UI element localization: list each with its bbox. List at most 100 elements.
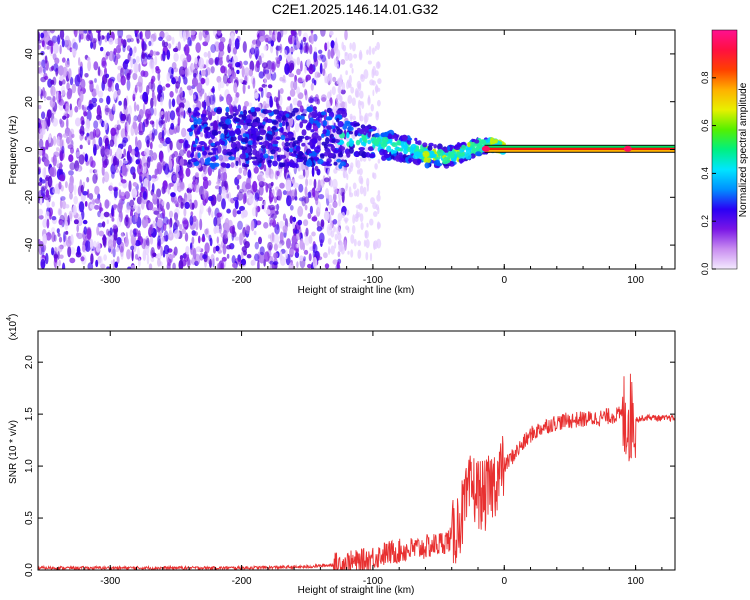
spectrogram-cell <box>330 207 335 216</box>
spectrogram-cell <box>136 205 142 214</box>
spectrogram-cell <box>200 77 205 85</box>
spectrogram-cell <box>46 218 50 229</box>
spectrogram-cell <box>344 120 351 125</box>
spectrogram-cell <box>320 111 327 116</box>
spectrogram-cell <box>229 225 235 234</box>
spectrogram-cell <box>247 102 253 107</box>
spectrogram-cell <box>165 83 171 88</box>
spectrogram-cell <box>216 193 222 202</box>
spectrogram-cell <box>367 60 372 65</box>
spectrogram-cell <box>227 115 234 119</box>
spectrogram-cell <box>57 232 61 237</box>
spectrogram-cell <box>58 100 65 111</box>
spectrogram-cell <box>323 62 327 70</box>
spectrogram-cell <box>95 241 101 253</box>
spectrogram-cell <box>216 30 222 36</box>
spectrogram-cell <box>327 168 330 178</box>
spectrogram-cell <box>308 96 314 104</box>
spectrogram-cell <box>334 233 338 241</box>
spectrogram-cell <box>58 259 61 267</box>
spectrogram-cell <box>255 60 260 69</box>
spectrogram-cell <box>244 100 249 107</box>
spectrogram-cell <box>288 141 294 148</box>
spectrogram-cell <box>276 60 281 64</box>
spectrogram-cell <box>62 104 66 110</box>
spectrogram-cell <box>332 76 337 83</box>
spectrogram-cell <box>122 60 128 70</box>
spectrogram-cell <box>373 240 376 251</box>
spectrogram-cell <box>234 199 239 210</box>
spectrogram-cell <box>38 148 43 156</box>
spectrogram-cell <box>68 131 73 143</box>
spectrogram-cell <box>178 259 184 269</box>
figure-title: C2E1.2025.146.14.01.G32 <box>272 1 439 17</box>
spectrogram-cell <box>57 34 61 45</box>
spectrogram-cell <box>240 251 244 260</box>
spectrogram-cell <box>138 63 141 73</box>
spectrogram-cell <box>71 38 77 50</box>
spectrogram-cell <box>106 95 111 105</box>
spectrogram-cell <box>291 235 296 245</box>
snr-x-tick-label: -200 <box>232 576 252 587</box>
spectrogram-cell <box>213 246 216 254</box>
spectrogram-cell <box>76 232 79 237</box>
spectrogram-cell <box>248 152 253 156</box>
spectrogram-cell <box>72 48 77 56</box>
spectrogram-cell <box>138 32 142 40</box>
spectrogram-cell <box>43 158 50 167</box>
spectrogram-cell <box>310 33 315 45</box>
spectrogram-cell <box>289 248 295 255</box>
spectrogram-cell <box>140 70 146 77</box>
spectrogram-cell <box>161 40 166 48</box>
spectrogram-cell <box>61 200 67 210</box>
spectrogram-cell <box>52 76 57 86</box>
spectrogram-cell <box>374 132 380 138</box>
spectrogram-cell <box>238 114 244 118</box>
spectrogram-cell <box>207 152 213 156</box>
spectrogram-cell <box>66 90 72 100</box>
spectrogram-cell <box>63 231 66 243</box>
spectrogram-cell <box>172 174 177 182</box>
spectrogram-cell <box>83 111 88 117</box>
spectrogram-cell <box>257 260 260 269</box>
spectrogram-cell <box>133 228 137 237</box>
spectrogram-cell <box>61 38 65 48</box>
spectrogram-cell <box>269 204 275 211</box>
spectrogram-cell <box>344 30 348 41</box>
spectrogram-cell <box>377 78 382 85</box>
spectrogram-cell <box>163 223 167 231</box>
snr-y-tick-label: 1.5 <box>24 407 35 421</box>
spectrogram-cell <box>372 202 377 210</box>
spectrogram-cell <box>220 133 225 140</box>
spectrogram-cell <box>323 177 330 183</box>
spectrogram-cell <box>274 224 280 235</box>
spectrogram-cell <box>150 81 156 92</box>
spectrogram-cell <box>142 190 147 200</box>
spectrogram-cell <box>191 36 195 41</box>
spectrogram-cell <box>323 252 328 259</box>
spectrogram-cell <box>190 247 194 256</box>
spectrogram-cell <box>82 244 86 253</box>
spectrogram-cell <box>173 127 178 134</box>
spectrogram-cell <box>312 257 316 264</box>
spectrogram-cell <box>45 139 49 150</box>
spectrogram-cell <box>344 52 350 62</box>
spectrogram-cell <box>429 154 437 158</box>
spectrogram-cell <box>358 147 366 151</box>
spectrogram-cell <box>265 133 270 138</box>
spectrogram-cell <box>221 256 227 262</box>
spectrogram-cell <box>356 80 362 89</box>
spectrogram-cell <box>367 146 374 152</box>
spectrogram-cell <box>70 247 76 255</box>
spectrogram-cell <box>143 178 150 188</box>
spectrogram-cell <box>41 244 45 257</box>
spectrogram-cell <box>40 185 47 192</box>
spectrogram-cell <box>226 151 233 156</box>
snr-x-tick-label: 100 <box>627 576 644 587</box>
spectrogram-cell <box>154 168 158 176</box>
spectrogram-cell <box>242 250 247 256</box>
spectrogram-cell <box>347 250 350 255</box>
spectrogram-cell <box>130 56 134 69</box>
spectrogram-cell <box>117 35 123 48</box>
